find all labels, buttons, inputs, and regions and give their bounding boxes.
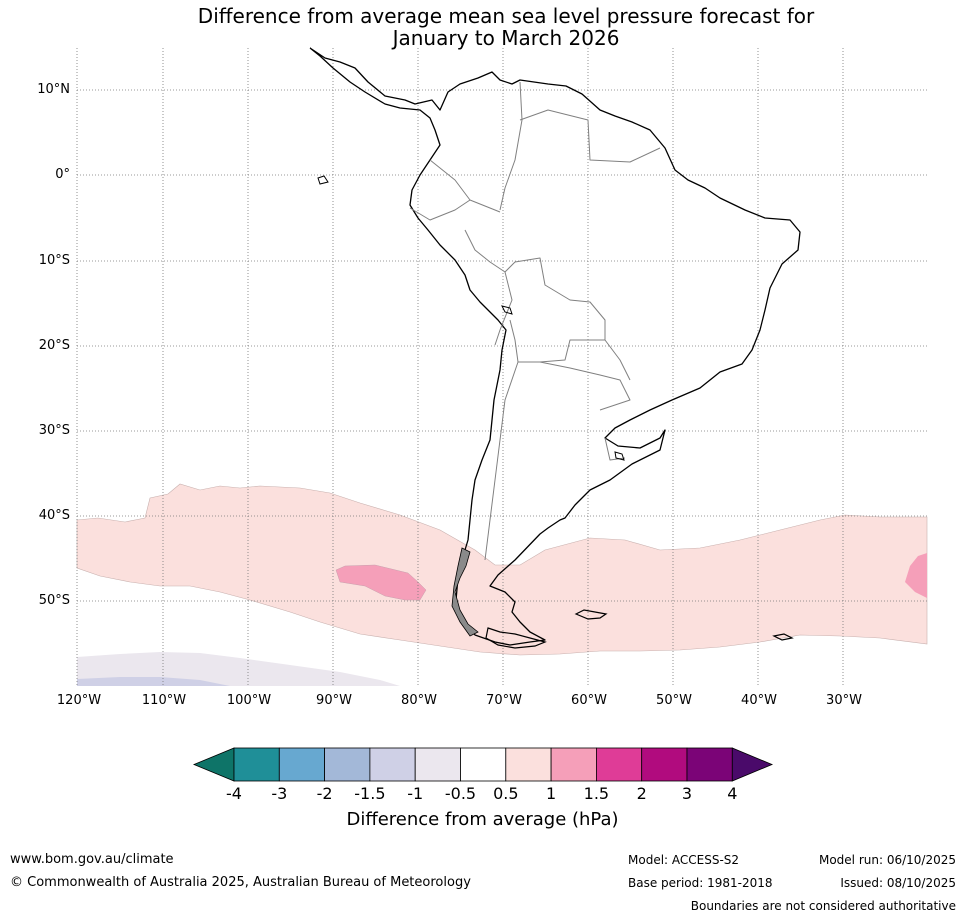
footer-copyright: © Commonwealth of Australia 2025, Austra… — [10, 875, 471, 890]
lon-label-40w: 40°W — [741, 693, 777, 708]
footer-base-period: Base period: 1981-2018 — [628, 876, 773, 890]
lat-label-0: 0° — [55, 167, 70, 182]
lat-label-20s: 20°S — [38, 338, 70, 353]
lon-label-90w: 90°W — [316, 693, 352, 708]
colorbar-tick-label: 0.5 — [493, 784, 519, 803]
colorbar-bin — [686, 747, 733, 782]
colorbar-tick-label: 4 — [727, 784, 738, 803]
south-america-coastline — [309, 47, 801, 646]
anomaly-region-lavender — [77, 677, 230, 686]
colorbar-bin — [324, 747, 371, 782]
lake-titicaca — [501, 305, 513, 315]
colorbar-label: Difference from average (hPa) — [346, 809, 619, 830]
colorbar-tick-label: 3 — [681, 784, 693, 803]
lon-label-50w: 50°W — [656, 693, 692, 708]
anomaly-region-light-pink — [76, 483, 928, 656]
colorbar-bin — [641, 747, 688, 782]
footer-disclaimer: Boundaries are not considered authoritat… — [690, 899, 956, 913]
country-borders — [409, 81, 661, 561]
anomaly-region-pink-west — [335, 564, 427, 601]
footer-model: Model: ACCESS-S2 — [628, 853, 740, 867]
lat-label-50s: 50°S — [38, 593, 70, 608]
colorbar-tick-label: -4 — [226, 784, 242, 803]
lon-label-100w: 100°W — [226, 693, 272, 708]
colorbar-tick-label: -2 — [316, 784, 333, 803]
chilean-archipelago — [451, 547, 547, 649]
colorbar-tick-label: -0.5 — [444, 784, 477, 803]
colorbar-tick-label: -1 — [407, 784, 424, 803]
lon-label-80w: 80°W — [401, 693, 437, 708]
map-title: Difference from average mean sea level p… — [0, 5, 965, 49]
map-plot — [76, 47, 928, 686]
colorbar — [192, 747, 774, 782]
colorbar-bin — [550, 747, 597, 782]
title-line-1: Difference from average mean sea level p… — [197, 4, 815, 28]
lat-label-10n: 10°N — [37, 82, 70, 97]
lat-label-10s: 10°S — [38, 253, 70, 268]
lon-label-110w: 110°W — [141, 693, 187, 708]
colorbar-tick-label: -3 — [271, 784, 288, 803]
colorbar-bin — [505, 747, 552, 782]
title-line-2: January to March 2026 — [392, 26, 620, 50]
colorbar-bin — [278, 747, 325, 782]
colorbar-arrow-above — [731, 747, 774, 782]
lon-label-30w: 30°W — [826, 693, 862, 708]
colorbar-bin — [233, 747, 280, 782]
lat-label-40s: 40°S — [38, 508, 70, 523]
colorbar-arrow-below — [192, 747, 235, 782]
colorbar-tick-label: 1 — [546, 784, 557, 803]
galapagos-islands — [317, 175, 329, 185]
lon-label-120w: 120°W — [56, 693, 102, 708]
lat-label-30s: 30°S — [38, 423, 70, 438]
anomaly-region-pink-east — [905, 553, 927, 598]
lagoa-dos-patos — [614, 451, 625, 461]
colorbar-tick-label: -1.5 — [354, 784, 386, 803]
colorbar-bin — [460, 747, 507, 782]
colorbar-tick-label: 1.5 — [583, 784, 610, 803]
south-georgia — [772, 633, 794, 641]
footer-issued: Issued: 08/10/2025 — [840, 876, 956, 890]
colorbar-bin — [369, 747, 416, 782]
colorbar-bin — [596, 747, 643, 782]
lon-label-70w: 70°W — [486, 693, 522, 708]
colorbar-tick-label: 2 — [636, 784, 647, 803]
lon-label-60w: 60°W — [571, 693, 607, 708]
colorbar-bin — [414, 747, 461, 782]
falkland-islands — [574, 609, 608, 620]
footer-model-run: Model run: 06/10/2025 — [818, 853, 956, 867]
footer-website[interactable]: www.bom.gov.au/climate — [10, 852, 174, 867]
